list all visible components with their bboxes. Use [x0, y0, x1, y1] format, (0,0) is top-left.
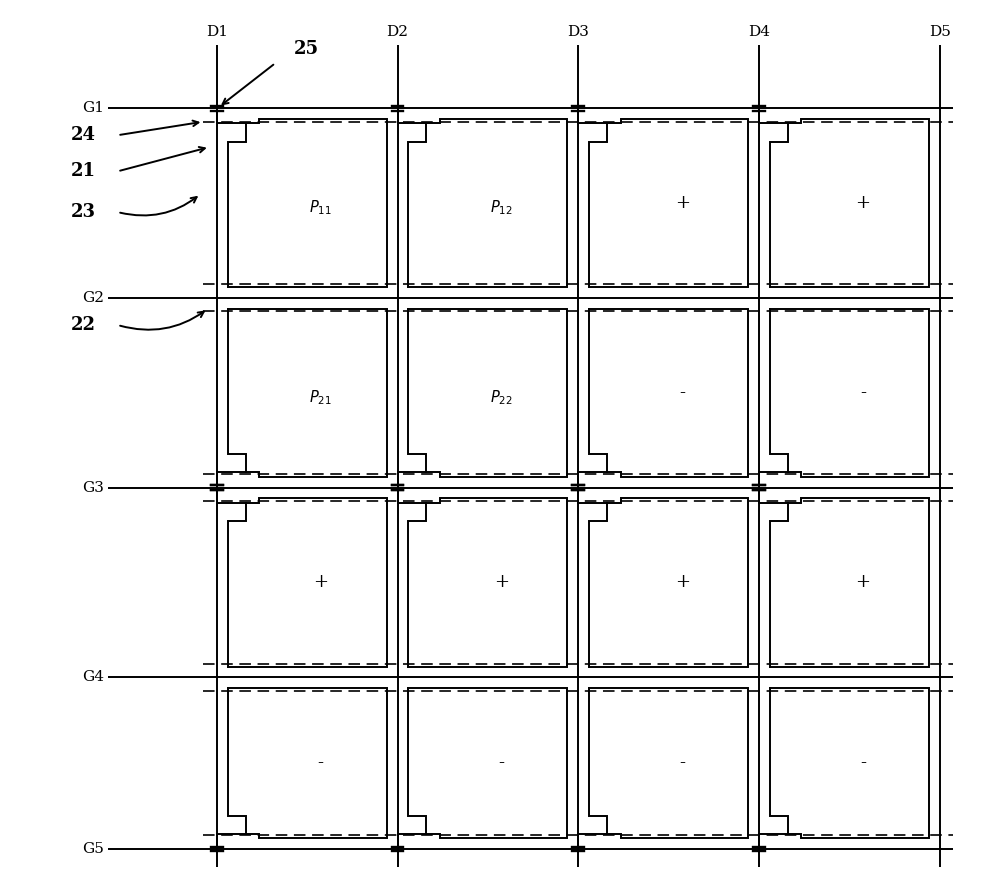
- Text: -: -: [679, 384, 685, 401]
- Text: 24: 24: [70, 126, 95, 144]
- Text: D1: D1: [206, 24, 228, 38]
- Text: D3: D3: [567, 24, 589, 38]
- Text: +: +: [494, 573, 509, 592]
- Text: -: -: [679, 755, 685, 772]
- Text: -: -: [860, 755, 866, 772]
- Text: 25: 25: [294, 40, 319, 58]
- Text: D4: D4: [748, 24, 770, 38]
- Text: $P_{{22}}$: $P_{{22}}$: [490, 388, 513, 407]
- Text: +: +: [313, 573, 328, 592]
- Text: $P_{{12}}$: $P_{{12}}$: [490, 198, 513, 217]
- Text: G4: G4: [82, 670, 104, 684]
- Text: G3: G3: [82, 481, 104, 494]
- Text: +: +: [855, 194, 870, 212]
- Text: D5: D5: [929, 24, 951, 38]
- Text: -: -: [318, 755, 324, 772]
- Text: 21: 21: [70, 163, 95, 181]
- Text: +: +: [855, 573, 870, 592]
- Text: $P_{{21}}$: $P_{{21}}$: [309, 388, 332, 407]
- Text: -: -: [498, 755, 504, 772]
- Text: 22: 22: [70, 316, 95, 334]
- Text: 23: 23: [70, 203, 95, 221]
- Text: -: -: [860, 384, 866, 401]
- Text: G2: G2: [82, 291, 104, 305]
- Text: $P_{{11}}$: $P_{{11}}$: [309, 198, 332, 217]
- Text: +: +: [675, 573, 690, 592]
- Text: D2: D2: [387, 24, 409, 38]
- Text: G5: G5: [82, 842, 104, 856]
- Text: G1: G1: [82, 101, 104, 115]
- Text: +: +: [675, 194, 690, 212]
